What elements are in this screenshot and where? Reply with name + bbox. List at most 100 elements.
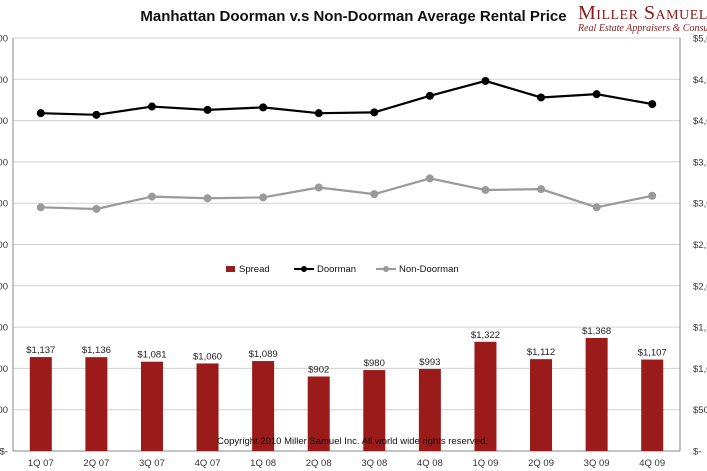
non-doorman-point xyxy=(314,183,323,192)
copyright-notice: Copyright 2010 Miller Samuel Inc. All wo… xyxy=(217,436,488,447)
x-tick-label: 4Q 07 xyxy=(195,458,221,469)
left-tick-label: $500 xyxy=(0,405,8,416)
line-series xyxy=(36,76,657,213)
spread-bar xyxy=(307,376,330,451)
non-doorman-point xyxy=(537,185,546,194)
x-tick-label: 1Q 08 xyxy=(250,458,276,469)
spread-bar xyxy=(196,363,219,451)
doorman-point xyxy=(592,90,601,99)
doorman-point xyxy=(147,102,156,111)
x-tick-label: 1Q 07 xyxy=(28,458,54,469)
spread-data-label: $1,060 xyxy=(193,351,222,362)
spread-data-label: $1,089 xyxy=(249,349,278,360)
doorman-point xyxy=(259,103,268,112)
right-tick-label: $4,500 xyxy=(693,75,707,86)
spread-bars: $1,137 $1,136 $1,081 $1,060 $1,089 $902 $980 $9… xyxy=(26,326,667,451)
gridlines xyxy=(12,37,681,452)
left-axis: $- $500 $1,000 $1,500 $2,000 $2,500 $3,000 $3,5… xyxy=(0,34,8,458)
right-tick-label: $3,500 xyxy=(693,157,707,168)
x-tick-label: 3Q 07 xyxy=(139,458,165,469)
spread-bar xyxy=(85,357,108,451)
spread-bar xyxy=(641,359,664,451)
non-doorman-point xyxy=(648,191,657,200)
doorman-point xyxy=(481,76,490,85)
x-tick-label: 4Q 09 xyxy=(639,458,665,469)
right-tick-label: $1,500 xyxy=(693,323,707,334)
non-doorman-line xyxy=(40,177,653,211)
doorman-point xyxy=(92,110,101,119)
right-tick-label: $4,000 xyxy=(693,116,707,127)
non-doorman-point xyxy=(592,203,601,212)
spread-bar xyxy=(140,361,163,451)
left-tick-label: $2,500 xyxy=(0,240,8,251)
left-tick-label: $- xyxy=(0,447,8,458)
left-tick-label: $1,500 xyxy=(0,323,8,334)
spread-bar xyxy=(474,341,497,451)
spread-data-label: $1,368 xyxy=(582,326,611,337)
x-tick-label: 3Q 08 xyxy=(361,458,387,469)
brand-tagline: Real Estate Appraisers & Consultants xyxy=(578,23,707,34)
right-tick-label: $2,000 xyxy=(693,281,707,292)
non-doorman-point xyxy=(147,192,156,201)
x-tick-label: 3Q 09 xyxy=(584,458,610,469)
right-tick-label: $5,000 xyxy=(693,34,707,45)
doorman-point xyxy=(648,100,657,109)
right-tick-label: $- xyxy=(693,447,701,458)
non-doorman-point xyxy=(425,174,434,183)
right-tick-label: $2,500 xyxy=(693,240,707,251)
spread-data-label: $980 xyxy=(364,358,385,369)
non-doorman-point xyxy=(259,193,268,202)
brand-logo: Miller Samuel Inc Real Estate Appraisers… xyxy=(578,2,707,34)
doorman-point xyxy=(370,108,379,117)
doorman-line xyxy=(40,79,653,116)
spread-bar xyxy=(252,361,275,451)
legend-spread-swatch xyxy=(226,266,235,272)
non-doorman-point xyxy=(36,203,45,212)
legend-doorman-label: Doorman xyxy=(317,264,356,275)
right-axis: $- $500 $1,000 $1,500 $2,000 $2,500 $3,000 $3,5… xyxy=(693,34,707,458)
doorman-point xyxy=(36,109,45,118)
spread-data-label: $1,081 xyxy=(137,350,166,361)
left-tick-label: $3,000 xyxy=(0,199,8,210)
right-tick-label: $3,000 xyxy=(693,199,707,210)
x-tick-label: 2Q 08 xyxy=(306,458,332,469)
left-tick-label: $2,000 xyxy=(0,281,8,292)
doorman-point xyxy=(203,105,212,114)
spread-data-label: $1,322 xyxy=(471,330,500,341)
non-doorman-point xyxy=(203,194,212,203)
spread-bar xyxy=(363,370,386,451)
spread-data-label: $1,112 xyxy=(527,347,555,358)
doorman-point xyxy=(314,109,323,118)
x-axis: 1Q 07 2Q 07 3Q 07 4Q 07 1Q 08 2Q 08 3Q 08 4Q 08… xyxy=(28,458,665,469)
spread-data-label: $1,136 xyxy=(82,345,111,356)
right-tick-label: $1,000 xyxy=(693,364,707,375)
spread-bar xyxy=(29,357,52,451)
doorman-point xyxy=(537,93,546,102)
legend: Spread Doorman Non-Doorman xyxy=(226,264,459,275)
legend-spread-label: Spread xyxy=(239,264,270,275)
spread-data-label: $993 xyxy=(419,357,440,368)
non-doorman-point xyxy=(92,204,101,213)
non-doorman-point xyxy=(370,190,379,199)
brand-name: Miller Samuel Inc xyxy=(578,2,707,24)
spread-bar xyxy=(585,338,608,451)
x-tick-label: 2Q 09 xyxy=(528,458,554,469)
x-tick-label: 2Q 07 xyxy=(83,458,109,469)
spread-data-label: $1,107 xyxy=(638,348,667,359)
spread-data-label: $902 xyxy=(308,364,329,375)
spread-bar xyxy=(418,368,441,451)
spread-data-label: $1,137 xyxy=(26,345,55,356)
x-tick-label: 1Q 09 xyxy=(473,458,499,469)
left-tick-label: $1,000 xyxy=(0,364,8,375)
left-tick-label: $4,000 xyxy=(0,116,8,127)
legend-doorman-marker xyxy=(301,266,307,272)
x-tick-label: 4Q 08 xyxy=(417,458,443,469)
legend-nondoorman-marker xyxy=(383,266,389,272)
left-tick-label: $5,000 xyxy=(0,34,8,45)
doorman-point xyxy=(425,91,434,100)
spread-bar xyxy=(530,359,553,451)
non-doorman-point xyxy=(481,185,490,194)
left-tick-label: $3,500 xyxy=(0,157,8,168)
chart-title: Manhattan Doorman v.s Non-Doorman Averag… xyxy=(140,8,567,25)
